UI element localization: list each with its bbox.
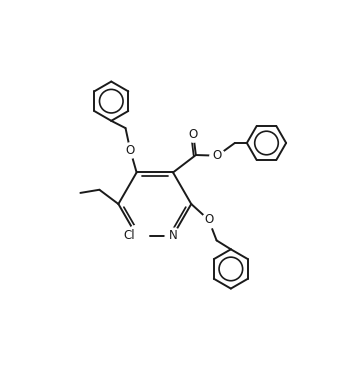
Text: N: N [169,229,177,242]
Text: O: O [213,149,222,162]
Text: O: O [126,144,135,157]
Text: Cl: Cl [124,229,135,242]
Text: O: O [189,128,198,141]
Text: O: O [204,213,213,226]
